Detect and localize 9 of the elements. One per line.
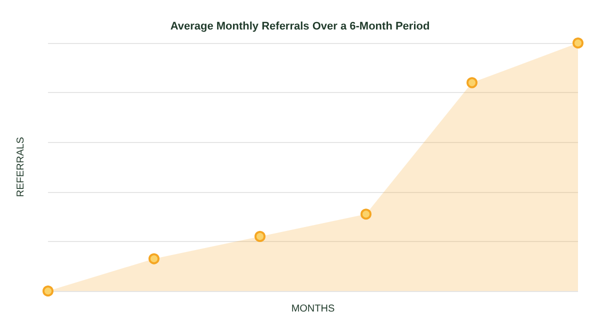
point bbox=[42, 286, 54, 296]
point bbox=[466, 77, 478, 88]
x-axis-title: MONTHS bbox=[291, 303, 335, 314]
point bbox=[360, 208, 372, 220]
y-axis-title: REFERRALS bbox=[16, 136, 26, 198]
point bbox=[572, 38, 584, 48]
point bbox=[254, 230, 266, 242]
chart-title: Average Monthly Referrals Over a 6-Month Period bbox=[170, 20, 430, 32]
point bbox=[148, 253, 160, 264]
